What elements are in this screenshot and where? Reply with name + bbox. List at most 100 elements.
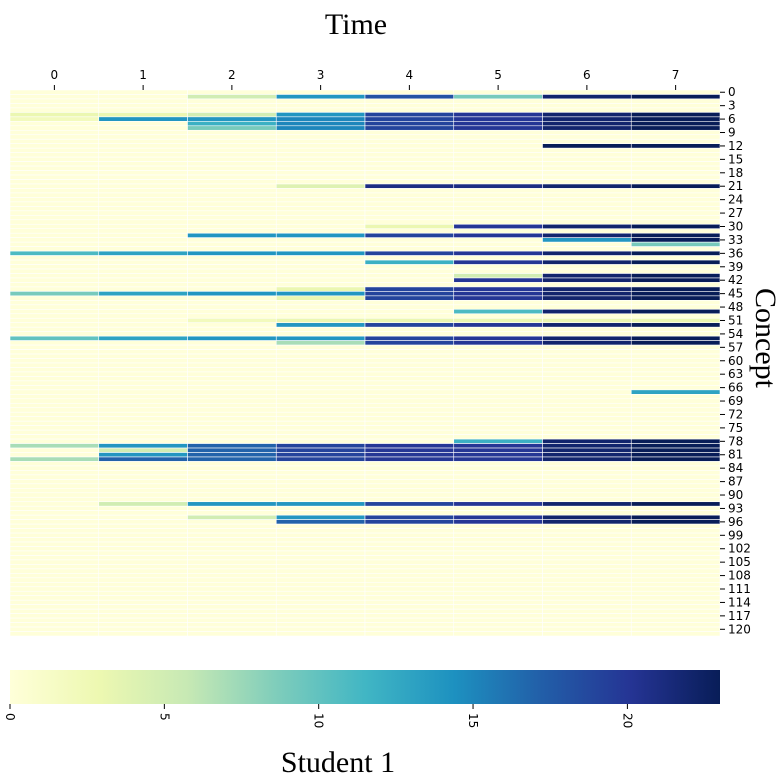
heatmap-cell (364, 465, 455, 471)
heatmap-cell (630, 608, 721, 614)
heatmap-cell (364, 385, 455, 391)
heatmap-cell (9, 577, 100, 583)
heatmap-cell (187, 514, 277, 520)
y-tick-label: 66 (728, 381, 743, 395)
heatmap-cell (275, 496, 366, 503)
heatmap-cell (275, 94, 366, 100)
heatmap-cell (187, 197, 277, 203)
heatmap-cell (187, 206, 277, 212)
heatmap-cell (9, 273, 100, 279)
heatmap-cell (275, 300, 366, 306)
heatmap-cell (9, 581, 100, 588)
colorbar-tick-label: 15 (466, 713, 480, 728)
heatmap-cell (364, 523, 455, 529)
heatmap-cell (98, 626, 188, 632)
heatmap-cell (9, 394, 100, 400)
heatmap-cell (9, 564, 100, 570)
heatmap-cell (542, 340, 632, 346)
heatmap-cell (364, 241, 455, 247)
heatmap-cell (275, 322, 366, 328)
heatmap-cell (98, 232, 188, 238)
heatmap-cell (453, 129, 543, 136)
heatmap-cell (364, 215, 455, 221)
heatmap-cell (9, 452, 100, 458)
heatmap-cell (542, 313, 632, 319)
heatmap-cell (98, 470, 188, 476)
heatmap-cell (98, 398, 188, 404)
heatmap-cell (364, 483, 455, 489)
heatmap-cell (542, 255, 632, 261)
heatmap-cell (187, 112, 277, 118)
y-tick-label: 114 (728, 595, 751, 609)
heatmap-cell (98, 255, 188, 261)
heatmap-cell (630, 223, 721, 230)
heatmap-cell (630, 174, 721, 180)
heatmap-cell (630, 470, 721, 476)
heatmap-cell (630, 125, 721, 131)
heatmap-cell (9, 438, 100, 444)
heatmap-cell (9, 277, 100, 283)
heatmap-cell (542, 358, 632, 364)
heatmap-cell (542, 317, 632, 324)
heatmap-cell (98, 622, 188, 628)
heatmap-cell (364, 112, 455, 118)
heatmap-cell (542, 353, 632, 359)
heatmap-cell (187, 125, 277, 131)
heatmap-cell (630, 577, 721, 583)
heatmap-cell (542, 488, 632, 494)
heatmap-cell (187, 581, 277, 588)
heatmap-cell (98, 501, 188, 507)
heatmap-cell (275, 595, 366, 601)
y-tick-label: 117 (728, 609, 751, 623)
heatmap-cell (364, 537, 455, 543)
heatmap-cell (542, 586, 632, 592)
heatmap-cell (542, 456, 632, 462)
heatmap-cell (275, 434, 366, 440)
y-tick-label: 99 (728, 528, 743, 542)
heatmap-cell (630, 461, 721, 467)
heatmap-cell (630, 599, 721, 605)
heatmap-cell (542, 537, 632, 543)
heatmap-cell (453, 398, 543, 404)
heatmap-cell (98, 89, 188, 95)
heatmap-cell (9, 385, 100, 391)
heatmap-cell (187, 501, 277, 507)
heatmap-cell (275, 385, 366, 391)
heatmap-cell (275, 488, 366, 494)
heatmap-cell (364, 581, 455, 588)
heatmap-cell (9, 98, 100, 104)
heatmap-cell (630, 340, 721, 346)
heatmap-cell (364, 335, 455, 341)
heatmap-cell (187, 282, 277, 288)
heatmap-cell (364, 595, 455, 601)
heatmap-cell (187, 434, 277, 440)
heatmap-cell (9, 470, 100, 476)
heatmap-cell (542, 335, 632, 341)
heatmap-cell (275, 250, 366, 256)
heatmap-cell (630, 394, 721, 400)
heatmap-cell (542, 501, 632, 507)
heatmap-cell (98, 402, 188, 409)
heatmap-cell (542, 595, 632, 601)
heatmap-cell (542, 402, 632, 409)
heatmap-cell (542, 461, 632, 467)
heatmap-cell (9, 595, 100, 601)
heatmap-cell (542, 188, 632, 194)
heatmap-cell (9, 505, 100, 511)
heatmap-cell (9, 443, 100, 449)
heatmap-cell (98, 590, 188, 597)
heatmap-cell (542, 232, 632, 238)
heatmap-cell (630, 286, 721, 292)
heatmap-cell (98, 215, 188, 221)
heatmap-cell (9, 174, 100, 180)
heatmap-cell (98, 134, 188, 140)
heatmap-cell (542, 376, 632, 382)
heatmap-cell (364, 353, 455, 359)
heatmap-cell (630, 447, 721, 453)
heatmap-cell (630, 138, 721, 145)
heatmap-cell (98, 112, 188, 118)
heatmap-cell (453, 89, 543, 95)
heatmap-cell (275, 174, 366, 180)
heatmap-cell (364, 107, 455, 113)
heatmap-cell (542, 416, 632, 422)
